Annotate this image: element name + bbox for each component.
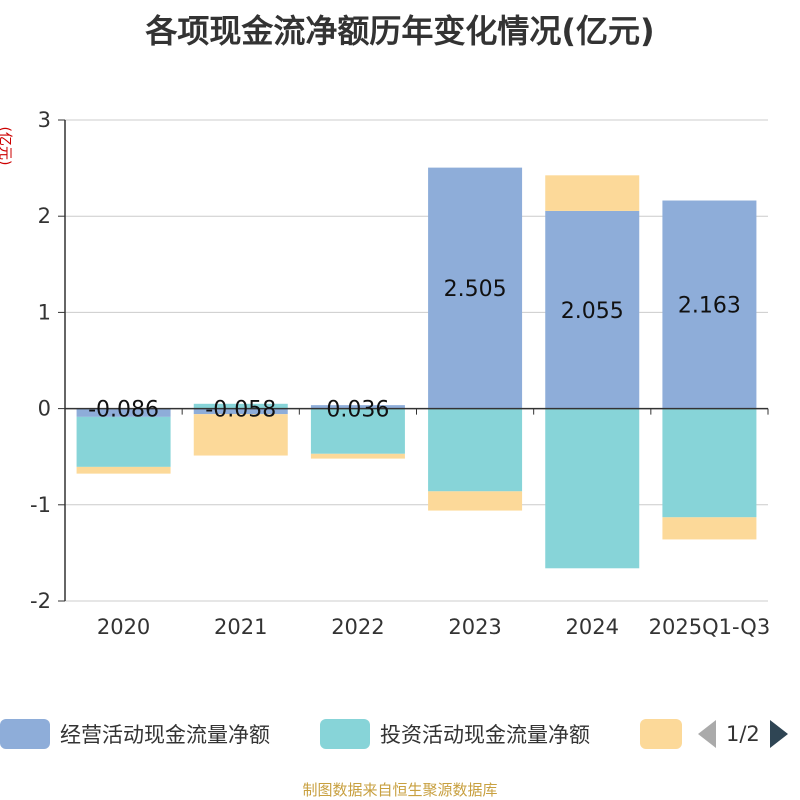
bar-series0-2024 (545, 210, 640, 409)
bar-series2-2024 (545, 175, 640, 211)
bar-series0-2023 (428, 167, 523, 409)
bar-series2-2020 (76, 466, 171, 474)
data-label-2025Q1-Q3: 2.163 (678, 294, 741, 319)
x-category-label: 2020 (97, 615, 150, 639)
y-tick-label: 2 (38, 204, 51, 228)
legend-prev-page-icon[interactable] (698, 720, 716, 748)
y-tick-label: 0 (38, 397, 51, 421)
y-tick-label: -2 (30, 589, 51, 613)
legend-label-investing: 投资活动现金流量净额 (380, 723, 590, 747)
bar-series1-2024 (545, 408, 640, 569)
chart-plot-area: 3 2 1 0 -1 -2 -0.086 -0.058 0.036 2.505 2.055 2.163… (30, 108, 771, 639)
bar-series0-2025Q1-Q3 (662, 200, 757, 409)
bar-series2-2021 (193, 414, 288, 456)
y-tick-label: -1 (30, 493, 51, 517)
x-category-label: 2024 (566, 615, 619, 639)
bar-series0-2022 (310, 405, 405, 409)
bar-series2-2023 (428, 491, 523, 511)
legend-next-page-icon[interactable] (769, 720, 788, 748)
data-label-2022: 0.036 (326, 398, 389, 423)
bar-series2-2025Q1-Q3 (662, 517, 757, 540)
legend-label-operating: 经营活动现金流量净额 (60, 723, 270, 747)
y-tick-label: 1 (38, 300, 51, 324)
legend-pager: 1/2 (698, 714, 788, 754)
bar-series2-2022 (310, 453, 405, 459)
legend-page-indicator: 1/2 (726, 722, 760, 746)
legend: 经营活动现金流量净额 投资活动现金流量净额 1/2 (0, 714, 800, 754)
data-source-note: 制图数据来自恒生聚源数据库 (302, 781, 498, 799)
legend-item-third-series[interactable] (640, 714, 692, 754)
data-label-2021: -0.058 (205, 398, 276, 423)
x-category-label: 2021 (214, 615, 267, 639)
bar-series1-2022 (310, 408, 405, 454)
y-tick-label: 3 (38, 108, 51, 132)
bar-series1-2020 (76, 416, 171, 467)
chart-title: 各项现金流净额历年变化情况(亿元) (145, 12, 655, 50)
legend-item-investing[interactable]: 投资活动现金流量净额 (320, 714, 590, 754)
x-category-label: 2022 (331, 615, 384, 639)
legend-swatch-operating (0, 719, 50, 749)
bar-series1-2025Q1-Q3 (662, 408, 757, 518)
bar-series1-2023 (428, 408, 523, 492)
x-category-label: 2025Q1-Q3 (649, 615, 771, 639)
legend-item-operating[interactable]: 经营活动现金流量净额 (0, 714, 270, 754)
legend-swatch-third-series (640, 719, 682, 749)
data-label-2020: -0.086 (88, 398, 159, 423)
x-category-label: 2023 (448, 615, 501, 639)
data-label-2024: 2.055 (561, 299, 624, 324)
bar-series1-2021 (193, 403, 288, 409)
bar-series0-2021 (193, 408, 288, 415)
legend-swatch-investing (320, 719, 370, 749)
data-label-2023: 2.505 (444, 277, 507, 302)
bar-series0-2020 (76, 408, 171, 417)
